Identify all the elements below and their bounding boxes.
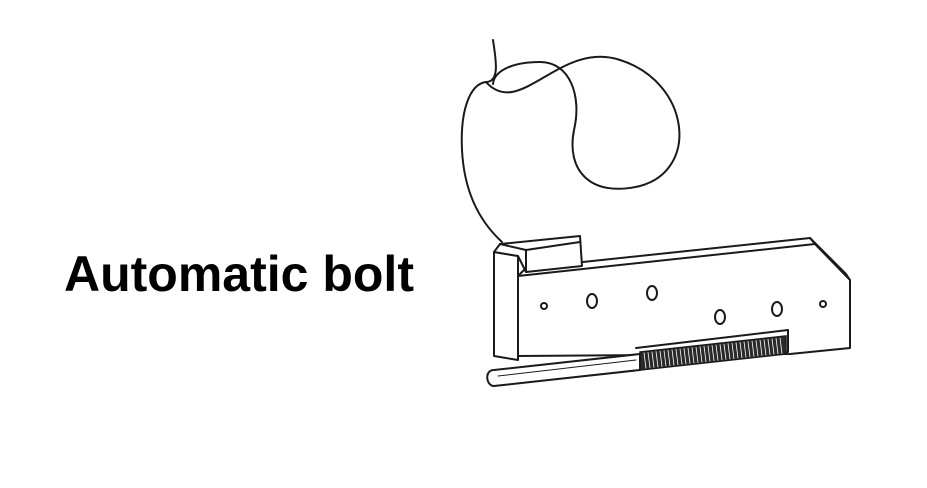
plate-hole-3 [714,309,726,325]
spring-coil [735,342,739,359]
spring-coil [779,337,783,354]
spring-coil [695,346,699,363]
bolt-plate-bevel [809,237,851,281]
cable-wire [460,39,503,243]
spring-coil [751,340,755,357]
spring-coil [767,338,771,356]
spring-coil [691,347,695,364]
cable-loop [485,55,681,190]
bolt-head-edge-3 [525,241,581,251]
spring-coil [743,341,747,358]
plate-hole-1 [586,293,598,309]
plate-hole-4 [771,301,783,317]
bolt-rod [486,353,641,387]
spring-coil [675,349,679,366]
plate-hole-small-right [819,300,827,308]
bolt-head-edge [499,243,527,251]
coil-spring [639,335,787,371]
diagram-label: Automatic bolt [64,246,414,302]
spring-coil [699,346,703,363]
spring-coil [643,352,647,369]
spring-coil [719,344,723,361]
spring-coil [763,339,767,356]
spring-coil [651,351,655,368]
spring-coil [727,343,731,360]
spring-coil [771,338,775,355]
spring-coil [671,349,675,366]
spring-coil [667,349,671,366]
spring-coil [739,341,743,359]
spring-coil [715,344,719,361]
spring-coil [687,347,691,364]
plate-hole-2 [646,285,658,301]
bolt-rod-highlight [497,359,637,377]
spring-coil [647,352,651,369]
spring-coil [707,345,711,362]
spring-coil [679,348,683,365]
spring-coil [731,342,735,359]
spring-coil [663,350,667,367]
spring-coil [723,343,727,360]
bolt-head-front [493,251,519,361]
spring-coil [759,339,763,356]
spring-coil [747,341,751,358]
spring-coil [683,348,687,365]
spring-coil [655,351,659,368]
spring-coil [775,338,779,355]
spring-coil [659,350,663,367]
plate-hole-small-left [540,302,548,310]
spring-coil [711,345,715,362]
spring-coil [703,345,707,363]
spring-coil [755,340,759,357]
